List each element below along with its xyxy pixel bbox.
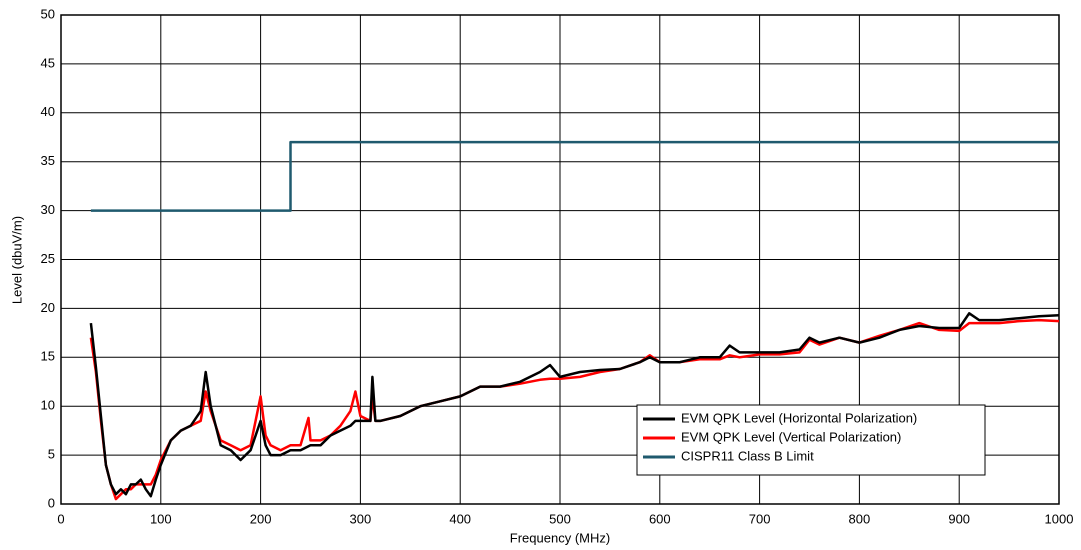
x-tick-label: 600 (649, 511, 671, 526)
legend-label: CISPR11 Class B Limit (681, 448, 814, 463)
y-tick-label: 40 (41, 104, 55, 119)
series-line (89, 312, 1059, 498)
x-tick-label: 500 (549, 511, 571, 526)
y-tick-label: 0 (48, 495, 55, 510)
x-tick-label: 700 (749, 511, 771, 526)
y-tick-label: 10 (41, 398, 55, 413)
series-line (90, 140, 1059, 212)
x-tick-label: 200 (250, 511, 272, 526)
plot-frame (60, 14, 1060, 505)
y-tick-label: 35 (41, 153, 55, 168)
legend-box (636, 404, 986, 476)
y-tick-label: 30 (41, 202, 55, 217)
x-tick-label: 300 (350, 511, 372, 526)
x-axis-label: Frequency (MHz) (510, 530, 610, 545)
y-tick-label: 45 (41, 55, 55, 70)
x-tick-label: 900 (948, 511, 970, 526)
x-tick-label: 100 (150, 511, 172, 526)
legend-label: EVM QPK Level (Horizontal Polarization) (681, 410, 917, 425)
y-tick-label: 5 (48, 447, 55, 462)
legend-label: EVM QPK Level (Vertical Polarization) (681, 429, 901, 444)
y-tick-label: 50 (41, 6, 55, 21)
y-tick-label: 25 (41, 251, 55, 266)
x-tick-label: 800 (849, 511, 871, 526)
y-tick-label: 15 (41, 349, 55, 364)
x-tick-label: 400 (449, 511, 471, 526)
y-tick-label: 20 (41, 300, 55, 315)
x-tick-label: 1000 (1045, 511, 1074, 526)
x-tick-label: 0 (57, 511, 64, 526)
y-axis-label: Level (dbuV/m) (9, 216, 24, 304)
